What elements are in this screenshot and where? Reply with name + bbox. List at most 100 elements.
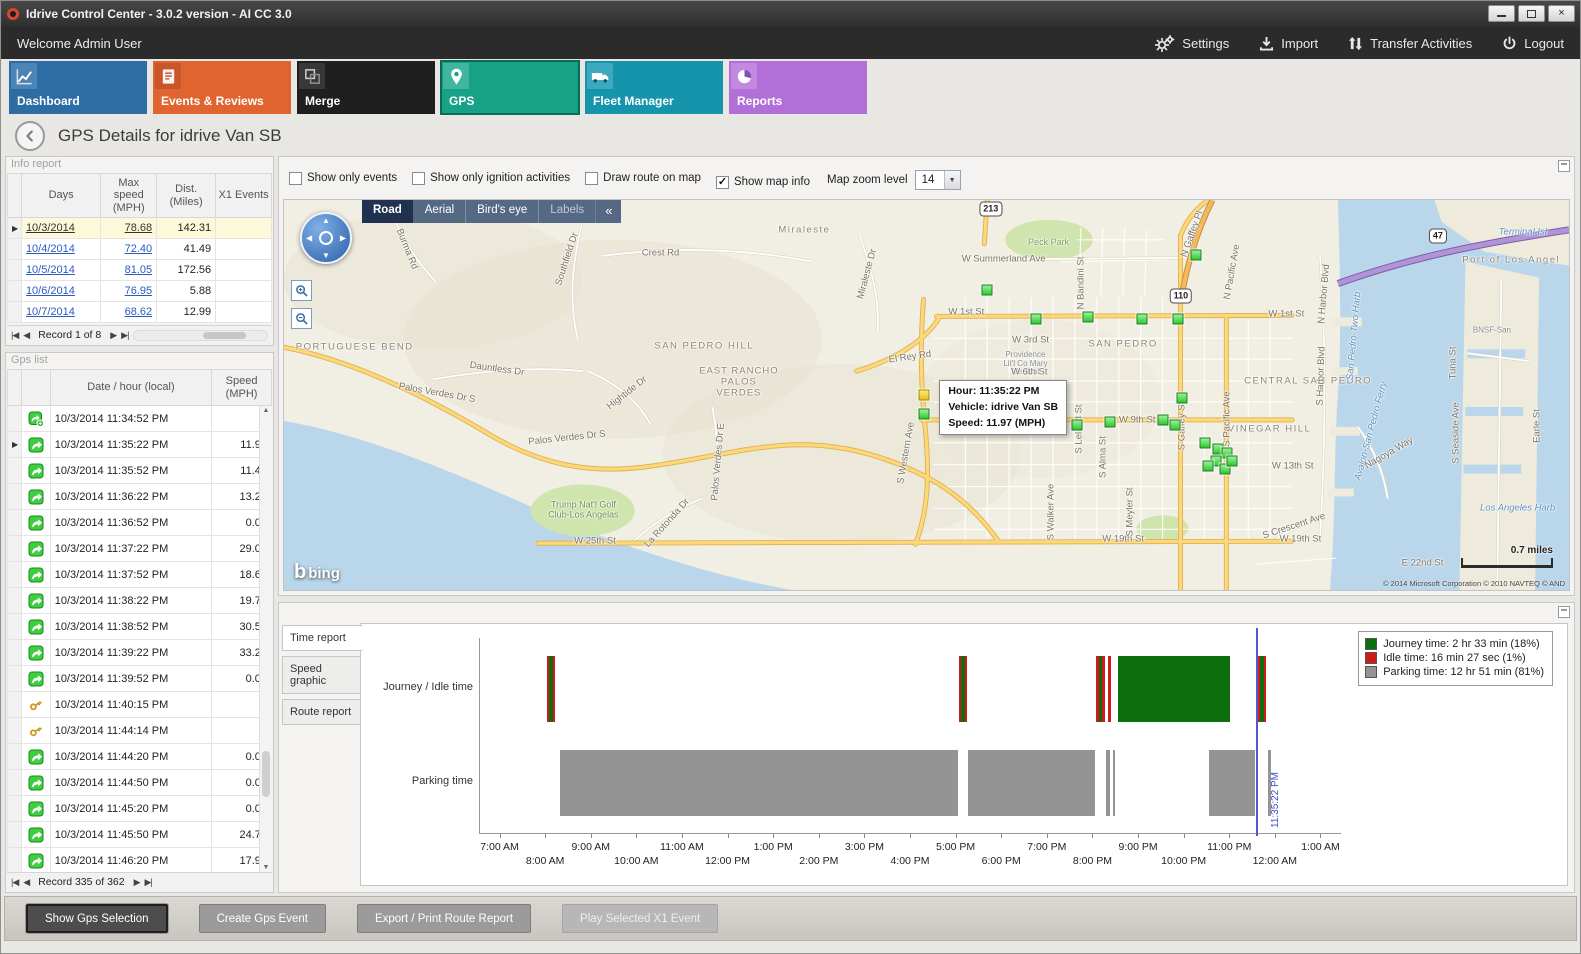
scrollbar-thumb[interactable] [262, 750, 270, 797]
gps-marker[interactable] [1176, 392, 1188, 404]
gps-list-row[interactable]: 10/3/2014 11:38:22 PM 19.70 [7, 587, 272, 614]
horizontal-scrollbar[interactable] [133, 329, 268, 341]
checkbox-show-map-info[interactable]: ✓ Show map info [715, 175, 810, 189]
info-report-row[interactable]: 10/4/2014 72.40 41.49 [7, 238, 272, 260]
menubar-action-import[interactable]: Import [1259, 36, 1318, 51]
map-style-tab-bird-s-eye[interactable]: Bird's eye [466, 200, 540, 223]
max-speed-link[interactable]: 68.62 [124, 306, 153, 318]
day-link[interactable]: 10/7/2014 [25, 306, 75, 318]
gps-marker[interactable] [1219, 463, 1231, 475]
gps-list-row[interactable]: 10/3/2014 11:39:22 PM 33.21 [7, 639, 272, 666]
max-speed-link[interactable]: 78.68 [124, 222, 153, 234]
gps-marker[interactable] [1082, 311, 1094, 323]
create-gps-event-button[interactable]: Create Gps Event [198, 904, 326, 933]
collapse-panel-button[interactable] [1558, 606, 1570, 618]
checkbox-draw-route-on-map[interactable]: Draw route on map [585, 171, 701, 185]
gps-marker[interactable] [1071, 419, 1083, 431]
gps-marker[interactable] [1226, 455, 1238, 467]
info-report-row[interactable]: 10/7/2014 68.62 12.99 [7, 301, 272, 323]
max-speed-link[interactable]: 81.05 [124, 264, 153, 276]
gps-marker[interactable] [1172, 313, 1184, 325]
info-column-header[interactable]: Max speed (MPH) [100, 173, 158, 218]
export-print-route-report-button[interactable]: Export / Print Route Report [356, 904, 532, 933]
gps-marker[interactable] [1202, 460, 1214, 472]
gps-list-row[interactable]: 10/3/2014 11:34:52 PM [7, 405, 272, 432]
gps-marker[interactable] [1157, 414, 1169, 426]
checkbox-box[interactable] [412, 171, 426, 185]
info-column-header[interactable]: Dist. (Miles) [156, 173, 217, 218]
gps-datetime-column-header[interactable]: Date / hour (local) [49, 369, 213, 406]
gps-icon-column-header[interactable] [20, 369, 51, 406]
next-page-button[interactable]: ▶ [110, 329, 117, 340]
last-page-button[interactable]: ▶| [144, 876, 153, 887]
back-button[interactable] [15, 121, 45, 151]
gps-marker[interactable] [918, 408, 930, 420]
pan-right-arrow[interactable]: ▶ [339, 233, 346, 243]
gps-list-row[interactable]: 10/3/2014 11:37:22 PM 29.05 [7, 535, 272, 562]
maximize-button[interactable] [1518, 5, 1545, 22]
day-link[interactable]: 10/3/2014 [25, 222, 75, 234]
gps-list-row[interactable]: 10/3/2014 11:44:20 PM 0.00 [7, 743, 272, 770]
gps-marker[interactable] [981, 284, 993, 296]
info-column-header[interactable]: Days [20, 173, 102, 218]
max-speed-link[interactable]: 76.95 [124, 285, 153, 297]
checkbox-show-only-events[interactable]: Show only events [289, 171, 397, 185]
map-style-tab-aerial[interactable]: Aerial [414, 200, 467, 223]
nav-tile-reports[interactable]: Reports [729, 61, 867, 114]
gps-marker[interactable] [1169, 419, 1180, 431]
max-speed-link[interactable]: 72.40 [124, 243, 153, 255]
info-column-header[interactable]: X1 Events [215, 173, 272, 218]
bing-map[interactable]: Miraleste Peck Park W Summerland Ave N Band… [283, 199, 1570, 591]
menubar-action-transfer-activities[interactable]: Transfer Activities [1348, 36, 1472, 51]
vertical-scrollbar[interactable]: ▲ ▼ [259, 406, 272, 872]
map-style-tab-labels[interactable]: Labels [539, 200, 597, 223]
next-page-button[interactable]: ▶ [133, 876, 141, 887]
gps-speed-column-header[interactable]: Speed (MPH) [211, 369, 272, 406]
gps-list-row[interactable]: 10/3/2014 11:45:50 PM 24.75 [7, 821, 272, 848]
day-link[interactable]: 10/5/2014 [25, 264, 75, 276]
nav-tile-fleet-manager[interactable]: Fleet Manager [585, 61, 723, 114]
zoom-out-icon[interactable] [291, 308, 312, 329]
gps-marker[interactable] [1199, 437, 1211, 449]
chart-tab-speed-graphic[interactable]: Speed graphic [282, 656, 361, 694]
info-report-row[interactable]: 10/5/2014 81.05 172.56 [7, 259, 272, 281]
gps-marker[interactable] [1030, 313, 1042, 325]
scroll-up-arrow[interactable]: ▲ [262, 407, 270, 414]
pan-left-arrow[interactable]: ◀ [306, 233, 313, 243]
zoom-in-icon[interactable] [291, 280, 312, 301]
gps-marker[interactable] [1104, 416, 1116, 428]
first-page-button[interactable]: |◀ [11, 329, 19, 340]
nav-tile-merge[interactable]: Merge [297, 61, 435, 114]
compass-center[interactable] [319, 231, 333, 245]
map-style-tab-road[interactable]: Road [362, 200, 414, 223]
pan-up-arrow[interactable]: ▲ [322, 216, 330, 225]
gps-marker[interactable] [1190, 249, 1202, 261]
gps-list-row[interactable]: 10/3/2014 11:40:15 PM [7, 691, 272, 718]
minimize-button[interactable] [1488, 5, 1515, 22]
map-compass-control[interactable]: ▲ ▼ ◀ ▶ [300, 212, 352, 264]
gps-list-row[interactable]: 10/3/2014 11:44:50 PM 0.00 [7, 769, 272, 796]
chart-tab-route-report[interactable]: Route report [282, 699, 361, 725]
gps-list-row[interactable]: ▶ 10/3/2014 11:35:22 PM 11.97 [7, 431, 272, 458]
map-zoom-select[interactable]: 14 ▼ [914, 170, 961, 190]
menubar-action-logout[interactable]: Logout [1502, 36, 1564, 51]
chart-time-cursor[interactable] [1256, 628, 1259, 836]
last-page-button[interactable]: ▶| [121, 329, 129, 340]
chevron-down-icon[interactable]: ▼ [943, 171, 960, 189]
checkbox-box[interactable]: ✓ [715, 175, 729, 189]
gps-list-row[interactable]: 10/3/2014 11:46:20 PM 17.93 [7, 847, 272, 874]
gps-list-row[interactable]: 10/3/2014 11:35:52 PM 11.47 [7, 457, 272, 484]
prev-page-button[interactable]: ◀ [23, 329, 30, 340]
collapse-panel-button[interactable] [1558, 160, 1570, 172]
info-report-row[interactable]: ▶ 10/3/2014 78.68 142.31 [7, 217, 272, 239]
checkbox-show-only-ignition-activities[interactable]: Show only ignition activities [412, 171, 570, 185]
pan-down-arrow[interactable]: ▼ [322, 251, 330, 260]
info-report-table[interactable]: Days Max speed (MPH) Dist. (Miles) X1 Event… [7, 173, 272, 323]
gps-list-row[interactable]: 10/3/2014 11:36:52 PM 0.00 [7, 509, 272, 536]
nav-tile-gps[interactable]: GPS [440, 60, 580, 115]
nav-tile-events-reviews[interactable]: Events & Reviews [153, 61, 291, 114]
gps-marker[interactable] [1136, 313, 1148, 325]
day-link[interactable]: 10/6/2014 [25, 285, 75, 297]
close-button[interactable]: × [1548, 5, 1575, 22]
gps-list-table[interactable]: Date / hour (local) Speed (MPH) 10/3/2014 … [7, 369, 272, 874]
